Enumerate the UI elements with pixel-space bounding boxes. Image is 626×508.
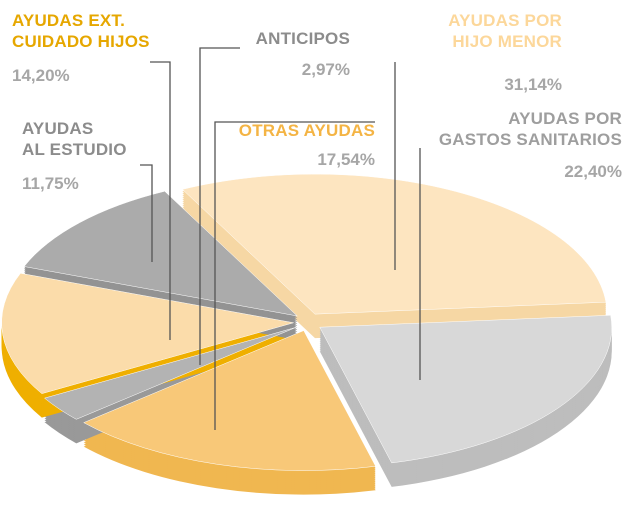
slice-label: AYUDAS AL ESTUDIO [22,119,127,159]
slice-label: AYUDAS POR HIJO MENOR [448,11,562,51]
slice-value-label: 31,14% [504,75,562,94]
slice-value-label: 14,20% [12,66,70,85]
slice [23,190,299,317]
slice [319,315,612,464]
leader-line [140,164,153,262]
leader-line [214,121,375,430]
slice-value-label: 17,54% [317,150,375,169]
slice-label: ANTICIPOS [255,29,350,48]
slice [43,327,297,420]
slice [181,173,607,315]
slice [1,273,294,394]
slice-value-label: 22,40% [564,162,622,181]
slice-value-label: 11,75% [22,174,79,193]
leader-line [150,61,171,340]
leader-line [199,47,240,365]
slice-value-label: 2,97% [301,60,350,79]
slice-label: AYUDAS EXT. CUIDADO HIJOS [12,11,150,51]
slice-label: OTRAS AYUDAS [238,121,375,140]
slice-label: AYUDAS POR GASTOS SANITARIOS [438,109,622,149]
slice [83,330,377,471]
